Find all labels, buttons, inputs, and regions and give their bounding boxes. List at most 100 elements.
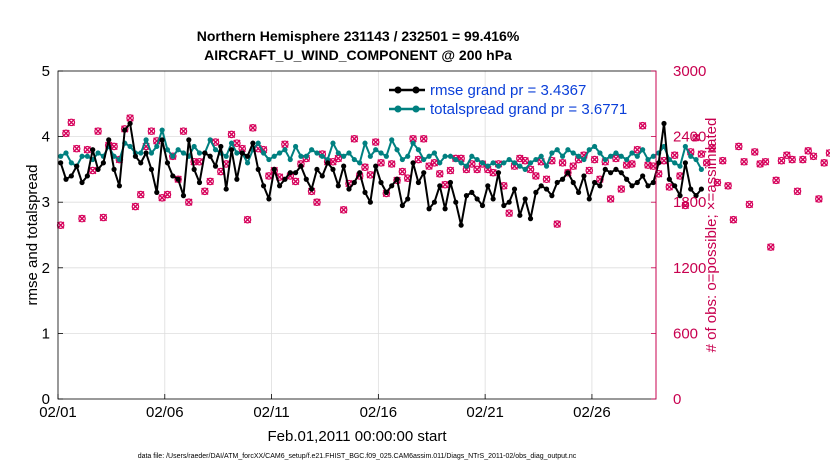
rmse-point-2: [68, 173, 74, 179]
rmse-point-88: [527, 216, 534, 222]
obs-assimilated-marker-137: [788, 155, 796, 164]
obs-possible-marker-136: [783, 151, 791, 159]
rmse-series: [58, 120, 704, 228]
obs-possible-marker-87: [521, 156, 529, 165]
obs-point-132: [761, 157, 770, 166]
obs-possible-marker-44: [291, 177, 300, 186]
totalspread-point-72: [442, 153, 448, 159]
totalspread-point-41: [276, 150, 283, 156]
x-tick-label-5: 02/26: [573, 404, 611, 421]
rmse-point-83: [501, 202, 507, 209]
obs-point-138: [793, 187, 802, 196]
rmse-point-82: [495, 170, 502, 176]
rmse-point-49: [319, 173, 325, 179]
obs-point-144: [825, 149, 830, 157]
totalspread-point-99: [586, 147, 592, 153]
obs-possible-marker-4: [78, 214, 86, 223]
totalspread-point-49: [319, 153, 325, 159]
obs-assimilated-marker-126: [729, 215, 738, 224]
rmse-point-110: [645, 183, 651, 189]
totalspread-point-2: [68, 160, 74, 166]
obs-point-142: [815, 195, 823, 203]
totalspread-point-45: [298, 153, 304, 159]
obs-point-62: [387, 160, 396, 168]
obs-assimilated-marker-99: [585, 166, 593, 175]
rmse-point-38: [260, 183, 267, 189]
rmse-point-51: [330, 166, 336, 172]
totalspread-point-115: [672, 160, 678, 166]
obs-possible-marker-107: [628, 160, 636, 168]
obs-assimilated-marker-91: [542, 175, 551, 183]
rmse-point-13: [127, 120, 133, 127]
rmse-point-89: [533, 189, 539, 195]
obs-point-128: [740, 157, 748, 166]
obs-assimilated-marker-113: [660, 156, 668, 165]
obs-possible-marker-128: [740, 157, 748, 166]
rmse-point-92: [549, 193, 555, 199]
y2-tick-label-4: 2400: [673, 129, 706, 146]
obs-assimilated-marker-71: [436, 170, 444, 178]
rmse-point-23: [180, 193, 187, 199]
obs-possible-marker-17: [147, 127, 156, 135]
obs-assimilated-marker-129: [745, 200, 754, 209]
obs-possible-marker-28: [206, 177, 214, 186]
totalspread-point-20: [164, 147, 171, 153]
totalspread-point-98: [581, 156, 587, 163]
totalspread-point-43: [287, 156, 293, 163]
rmse-point-21: [170, 173, 176, 179]
rmse-point-6: [90, 147, 96, 153]
obs-possible-marker-7: [94, 127, 102, 135]
rmse-point-42: [282, 176, 288, 182]
obs-point-32: [227, 130, 236, 139]
totalspread-point-65: [405, 153, 411, 159]
obs-point-28: [206, 177, 214, 186]
legend-rmse-marker: [394, 86, 402, 94]
totalspread-point-57: [362, 140, 368, 146]
obs-assimilated-marker-111: [649, 162, 658, 170]
left-axis: 0 1 2 3 4 5: [42, 63, 63, 408]
obs-point-58: [366, 171, 375, 179]
y2-axis-label: # of obs: o=possible; ×=assimilated: [703, 118, 720, 353]
rmse-point-93: [554, 179, 560, 186]
obs-assimilated-marker-10: [110, 142, 118, 151]
totalspread-point-96: [570, 150, 576, 156]
obs-point-64: [398, 167, 407, 176]
y2-tick-label-3: 1800: [673, 194, 706, 211]
totalspread-point-39: [266, 156, 272, 163]
obs-possible-marker-36: [249, 124, 257, 132]
rmse-point-11: [116, 183, 123, 189]
totalspread-point-70: [431, 150, 438, 156]
rmse-point-68: [421, 170, 427, 176]
obs-assimilated-marker-35: [243, 215, 252, 224]
rmse-point-105: [618, 170, 624, 176]
rmse-point-85: [511, 186, 518, 192]
obs-possible-marker-96: [569, 162, 578, 170]
rmse-point-79: [479, 202, 486, 209]
totalspread-point-120: [698, 166, 704, 172]
totalspread-point-88: [527, 160, 534, 166]
rmse-point-37: [255, 166, 261, 172]
obs-assimilated-marker-140: [804, 147, 812, 155]
rmse-point-50: [325, 160, 331, 166]
obs-point-100: [590, 155, 599, 164]
obs-assimilated-marker-0: [56, 221, 65, 229]
obs-assimilated-marker-57: [361, 163, 369, 171]
rmse-point-108: [634, 179, 640, 186]
obs-point-1: [62, 129, 70, 138]
totalspread-point-56: [357, 160, 363, 166]
x-axis-label: Feb.01,2011 00:00:00 start: [267, 428, 447, 445]
obs-possible-marker-119: [692, 133, 700, 142]
rmse-point-109: [640, 173, 646, 179]
obs-assimilated-marker-138: [793, 187, 802, 195]
obs-assimilated-marker-70: [430, 159, 439, 167]
chart-title-line2: AIRCRAFT_U_WIND_COMPONENT @ 200 hPa: [204, 47, 512, 63]
obs-assimilated-marker-115: [670, 151, 679, 159]
totalspread-point-5: [84, 153, 90, 159]
obs-possible-marker-62: [387, 160, 396, 168]
totalspread-point-119: [693, 156, 699, 163]
obs-assimilated-marker-124: [719, 156, 727, 165]
obs-point-94: [558, 159, 567, 167]
obs-point-27: [201, 187, 209, 196]
obs-possible-marker-126: [729, 215, 738, 224]
